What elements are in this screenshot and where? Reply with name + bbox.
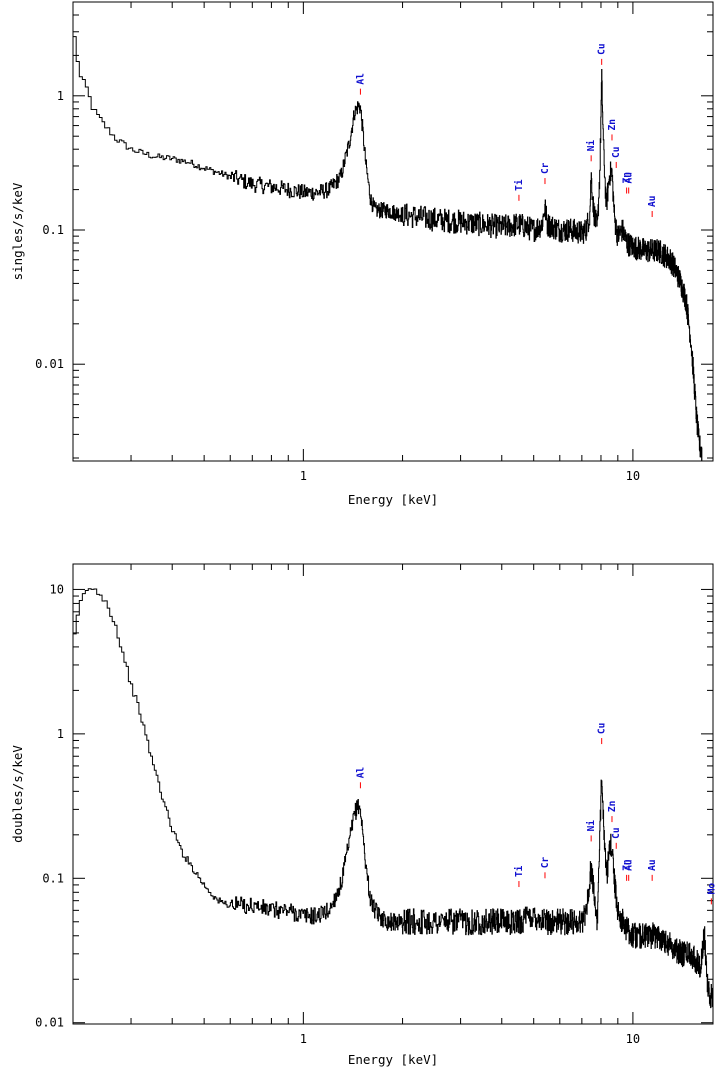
- singles-line-label: Ni: [586, 140, 597, 152]
- doubles-line-label: Al: [355, 767, 366, 779]
- doubles-x-tick-label: 1: [300, 1032, 307, 1046]
- doubles-line-label: Cu: [597, 723, 608, 734]
- doubles-line-label: Ti: [514, 865, 525, 877]
- singles-x-axis-title: Energy [keV]: [348, 492, 438, 507]
- singles-line-label: Al: [355, 73, 366, 85]
- doubles-spectrum-line: [73, 588, 713, 1009]
- singles-plot-frame: [72, 1, 714, 462]
- singles-x-tick-label: 1: [300, 469, 307, 483]
- doubles-line-label: Zn: [607, 801, 618, 812]
- doubles-plot-frame: [72, 563, 714, 1025]
- singles-y-tick-label: 0.01: [35, 357, 64, 371]
- singles-line-label: Cr: [540, 162, 551, 174]
- singles-spectrum-line: [73, 36, 703, 462]
- doubles-line-label: Cr: [540, 857, 551, 869]
- singles-y-tick-label: 1: [57, 89, 64, 103]
- singles-y-axis-title: singles/s/keV: [10, 182, 25, 280]
- singles-line-label: Au: [624, 172, 635, 183]
- doubles-line-label: Cu: [611, 827, 622, 838]
- doubles-x-tick-label: 10: [626, 1032, 640, 1046]
- doubles-line-label: Au: [624, 859, 635, 870]
- singles-line-label: Au: [647, 196, 658, 207]
- doubles-y-axis-title: doubles/s/keV: [10, 745, 25, 843]
- singles-line-label: Zn: [622, 172, 633, 183]
- doubles-line-label: Au: [647, 859, 658, 870]
- singles-line-label: Zn: [607, 119, 618, 130]
- doubles-line-label: Mo: [706, 883, 715, 895]
- singles-x-tick-label: 10: [626, 469, 640, 483]
- doubles-y-tick-label: 0.1: [42, 871, 64, 885]
- doubles-y-tick-label: 10: [50, 582, 64, 596]
- doubles-y-tick-label: 1: [57, 727, 64, 741]
- singles-line-label: Ti: [514, 179, 525, 191]
- singles-line-label: Cu: [611, 146, 622, 157]
- singles-spectrum-panel: 1 10 0.01 0.1 1 Energy [keV] singles/s/keV Al Ti…: [10, 1, 714, 507]
- doubles-line-label: Zn: [622, 859, 633, 870]
- singles-line-label: Cu: [597, 43, 608, 54]
- doubles-line-label: Ni: [586, 820, 597, 832]
- singles-y-tick-label: 0.1: [42, 223, 64, 237]
- doubles-x-axis-title: Energy [keV]: [348, 1052, 438, 1067]
- doubles-spectrum-panel: 1 10 0.01 0.1 1 10 Energy [keV] doubles/s/keV Al…: [10, 563, 715, 1067]
- doubles-y-tick-label: 0.01: [35, 1016, 64, 1030]
